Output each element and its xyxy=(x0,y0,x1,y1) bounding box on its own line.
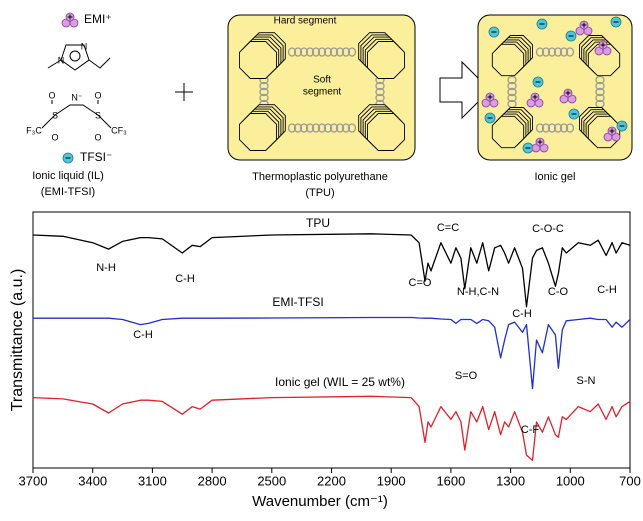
annotation: C-H xyxy=(597,284,617,296)
atom-label: O xyxy=(94,132,101,142)
annotation: C-O xyxy=(548,286,569,298)
x-tick-label: 1000 xyxy=(556,473,585,488)
x-tick-label: 2200 xyxy=(317,473,346,488)
hard-segment xyxy=(368,114,405,151)
annotation: C-F xyxy=(521,424,540,436)
tpu-label: Soft xyxy=(313,75,331,86)
gel-caption: Ionic gel xyxy=(535,171,576,183)
figure: Wavenumber (cm⁻¹) Transmittance (a.u.) E… xyxy=(0,0,643,521)
atom-label: S xyxy=(95,110,101,120)
atom-label: N xyxy=(81,41,88,51)
spectrum-line xyxy=(33,396,630,460)
x-axis-label: Wavenumber (cm⁻¹) xyxy=(252,493,388,510)
tfsi-label: TFSI⁻ xyxy=(80,150,112,164)
series-label: TPU xyxy=(306,216,330,230)
annotation: C-H xyxy=(133,329,153,341)
charge xyxy=(70,51,80,61)
annotation: C-H xyxy=(512,308,532,320)
x-tick-label: 3400 xyxy=(78,473,107,488)
annotation: N-H,C-N xyxy=(457,286,499,298)
hard-segment xyxy=(368,42,405,79)
annotation: N-H xyxy=(96,262,116,274)
x-tick-label: 700 xyxy=(619,473,641,488)
x-tick-label: 1300 xyxy=(496,473,525,488)
series-label: EMI-TFSI xyxy=(272,295,323,309)
atom-label: CF₃ xyxy=(111,125,127,135)
annotation: C=O xyxy=(409,277,432,289)
bond xyxy=(89,58,110,68)
annotation: S=O xyxy=(455,370,478,382)
emi-label: EMI⁺ xyxy=(84,12,112,26)
hard-segment xyxy=(492,116,523,147)
series-label: Ionic gel (WIL = 25 wt%) xyxy=(275,375,405,389)
atom-label: O xyxy=(94,90,101,100)
annotation: S-N xyxy=(577,375,596,387)
il-label: Ionic liquid (IL) xyxy=(32,170,104,182)
spectrum-line xyxy=(33,234,630,307)
x-tick-label: 1600 xyxy=(436,473,465,488)
x-tick-label: 1900 xyxy=(377,473,406,488)
atom-label: F₃C xyxy=(26,125,42,135)
atom-label: N⁻ xyxy=(71,92,82,102)
x-tick-label: 3700 xyxy=(19,473,48,488)
annotation: C-H xyxy=(175,273,195,285)
tpu-label: Hard segment xyxy=(274,16,337,27)
y-axis-label: Transmittance (a.u.) xyxy=(9,269,26,412)
x-tick-label: 3100 xyxy=(138,473,167,488)
hard-segment xyxy=(240,42,277,79)
annotation: C=C xyxy=(437,222,459,234)
annotation: C-O-C xyxy=(532,223,564,235)
tpu-caption: Thermoplastic polyurethane xyxy=(252,171,388,183)
atom-label: O xyxy=(48,90,55,100)
tpu-label: segment xyxy=(303,87,342,98)
atom-label: O xyxy=(51,132,58,142)
hard-segment xyxy=(492,44,523,75)
hard-segment xyxy=(240,114,277,151)
il-label: (EMI-TFSI) xyxy=(41,186,95,198)
x-tick-label: 2500 xyxy=(257,473,286,488)
tpu-caption: (TPU) xyxy=(305,187,334,199)
atom-label: S xyxy=(52,110,58,120)
atom-label: N xyxy=(58,55,65,65)
x-tick-label: 2800 xyxy=(198,473,227,488)
